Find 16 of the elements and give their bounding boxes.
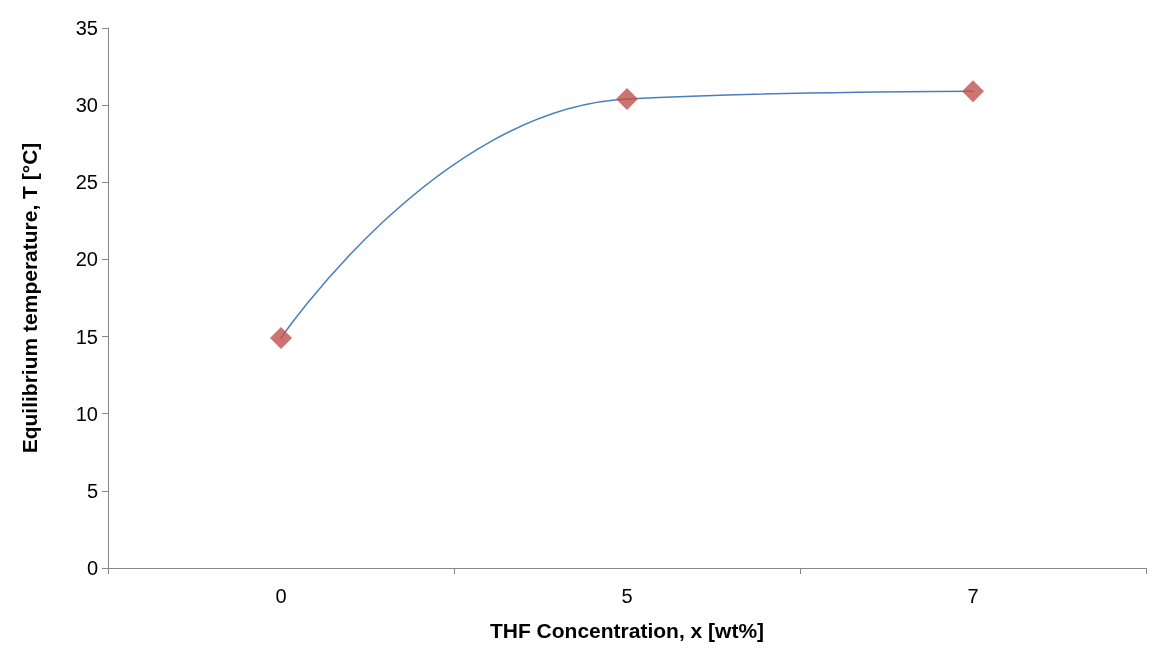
y-tick-label: 15 [75,325,98,348]
point [270,327,292,350]
x-tick-label: 5 [621,585,633,607]
y-tick-label: 30 [75,94,98,117]
y-tick-label: 35 [75,17,98,39]
y-tick-label: 20 [75,248,98,271]
y-tick-label: 5 [86,479,98,502]
x-axis-title: THF Concentration, x [wt%] [489,619,765,642]
point [616,87,638,110]
point [962,80,984,103]
x-tick-label: 0 [275,585,287,607]
y-tick-label: 10 [75,402,98,425]
x-tick-label: 7 [967,585,979,607]
y-tick-label: 25 [75,171,98,194]
y-axis-title: Equilibrium temperature, T [°C] [18,142,41,454]
y-tick-label: 0 [86,557,98,579]
